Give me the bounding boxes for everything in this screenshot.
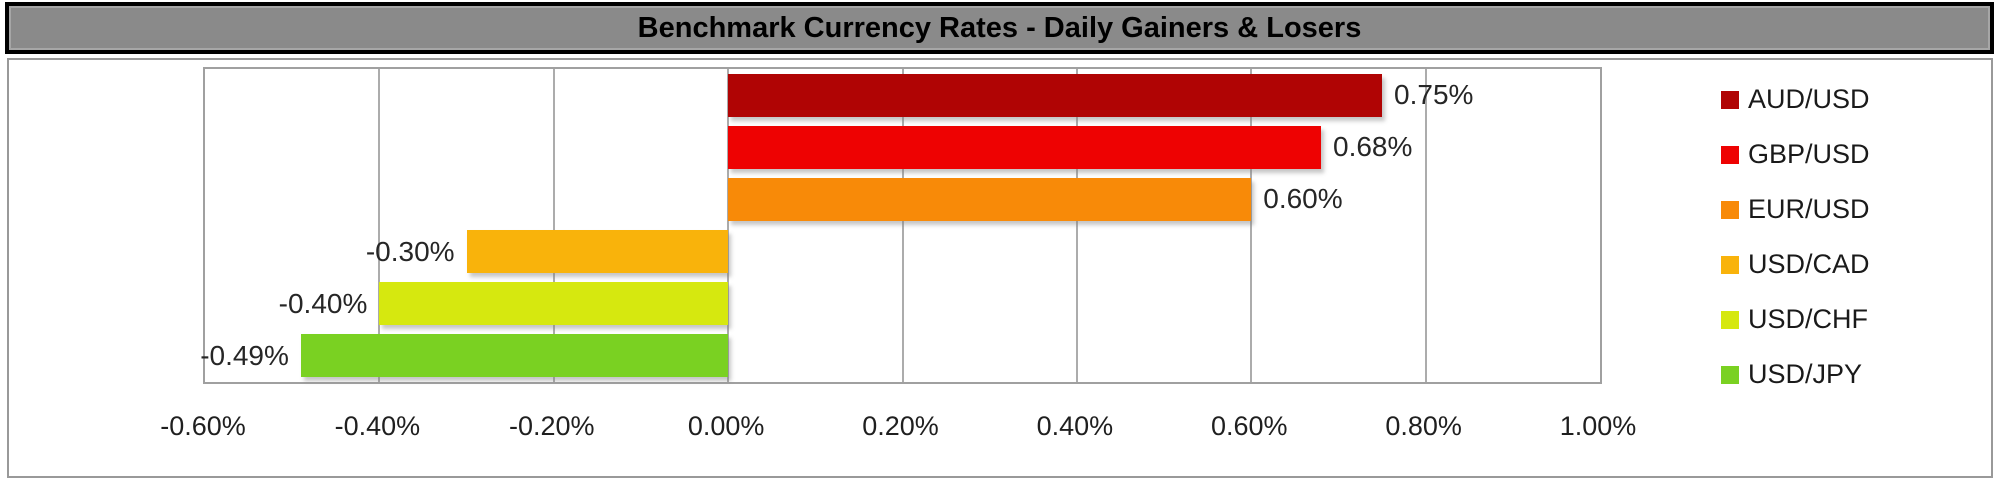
bar-usd-cad <box>466 230 729 274</box>
legend-label: USD/JPY <box>1748 359 1863 389</box>
legend-swatch-icon <box>1721 200 1739 219</box>
plot-area: 0.75% 0.68% 0.60% -0.30% -0.40% -0.49% <box>200 67 1602 384</box>
legend-item-usd-cad: USD/CAD <box>1721 237 1870 292</box>
value-label: 0.60% <box>1263 183 1343 215</box>
x-axis: -0.60% -0.40% -0.20% 0.00% 0.20% 0.40% 0.60% 0.… <box>160 405 1636 447</box>
chart-area: 0.75% 0.68% 0.60% -0.30% -0.40% -0.49% -0.60%… <box>7 58 1993 478</box>
chart-title-bar: Benchmark Currency Rates - Daily Gainers… <box>5 2 1994 54</box>
value-label: -0.49% <box>200 339 289 371</box>
x-tick-label: 0.00% <box>687 411 765 441</box>
value-label: -0.30% <box>365 235 455 267</box>
legend-swatch-icon <box>1721 90 1739 109</box>
bar-gbp-usd <box>728 125 1321 169</box>
legend-item-gbp-usd: GBP/USD <box>1721 127 1870 182</box>
legend-swatch-icon <box>1721 310 1739 329</box>
legend-item-usd-chf: USD/CHF <box>1721 292 1870 347</box>
gridline <box>552 69 555 382</box>
chart-title: Benchmark Currency Rates - Daily Gainers… <box>637 11 1362 44</box>
value-label: 0.68% <box>1333 131 1413 163</box>
gridline <box>378 69 381 382</box>
value-label: -0.40% <box>278 287 368 319</box>
bar-eur-usd <box>728 177 1252 221</box>
legend-swatch-icon <box>1721 255 1739 274</box>
legend-item-aud-usd: AUD/USD <box>1721 72 1870 127</box>
gridline <box>1075 69 1078 382</box>
x-tick-label: 0.60% <box>1210 411 1288 441</box>
legend-item-usd-jpy: USD/JPY <box>1721 347 1870 402</box>
legend-label: EUR/USD <box>1748 194 1870 224</box>
x-tick-label: -0.40% <box>334 411 421 441</box>
legend-item-eur-usd: EUR/USD <box>1721 182 1870 237</box>
legend-label: USD/CAD <box>1748 249 1870 279</box>
x-tick-label: -0.60% <box>160 411 246 441</box>
x-tick-label: 0.40% <box>1036 411 1114 441</box>
legend-swatch-icon <box>1721 145 1739 164</box>
x-tick-label: 0.80% <box>1385 411 1462 441</box>
legend-label: GBP/USD <box>1748 139 1870 169</box>
gridline <box>901 69 904 382</box>
x-tick-label: 1.00% <box>1559 411 1637 441</box>
x-tick-label: 0.20% <box>862 411 939 441</box>
bar-usd-chf <box>379 282 729 326</box>
legend: AUD/USD GBP/USD EUR/USD USD/CAD USD/CHF USD/J… <box>1721 72 1870 402</box>
bar-aud-usd <box>728 73 1383 117</box>
value-label: 0.75% <box>1394 79 1474 111</box>
gridline <box>1250 69 1253 382</box>
x-tick-label: -0.20% <box>508 411 595 441</box>
legend-label: AUD/USD <box>1748 84 1870 114</box>
legend-label: USD/CHF <box>1748 304 1868 334</box>
legend-swatch-icon <box>1721 365 1739 384</box>
gridline <box>727 69 730 382</box>
bar-usd-jpy <box>300 334 729 378</box>
gridline <box>1424 69 1427 382</box>
